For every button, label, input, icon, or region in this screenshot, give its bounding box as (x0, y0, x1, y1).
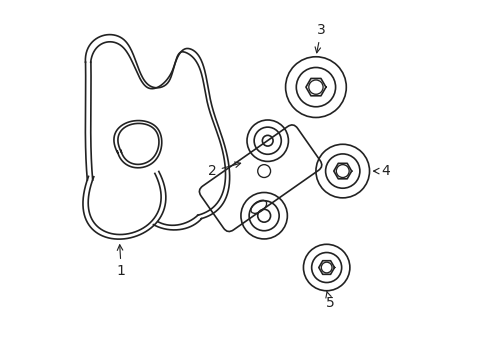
Text: 2: 2 (207, 162, 240, 178)
Text: 1: 1 (117, 245, 125, 278)
Text: 4: 4 (373, 164, 389, 178)
Text: 3: 3 (314, 23, 325, 53)
Text: 5: 5 (325, 291, 334, 310)
